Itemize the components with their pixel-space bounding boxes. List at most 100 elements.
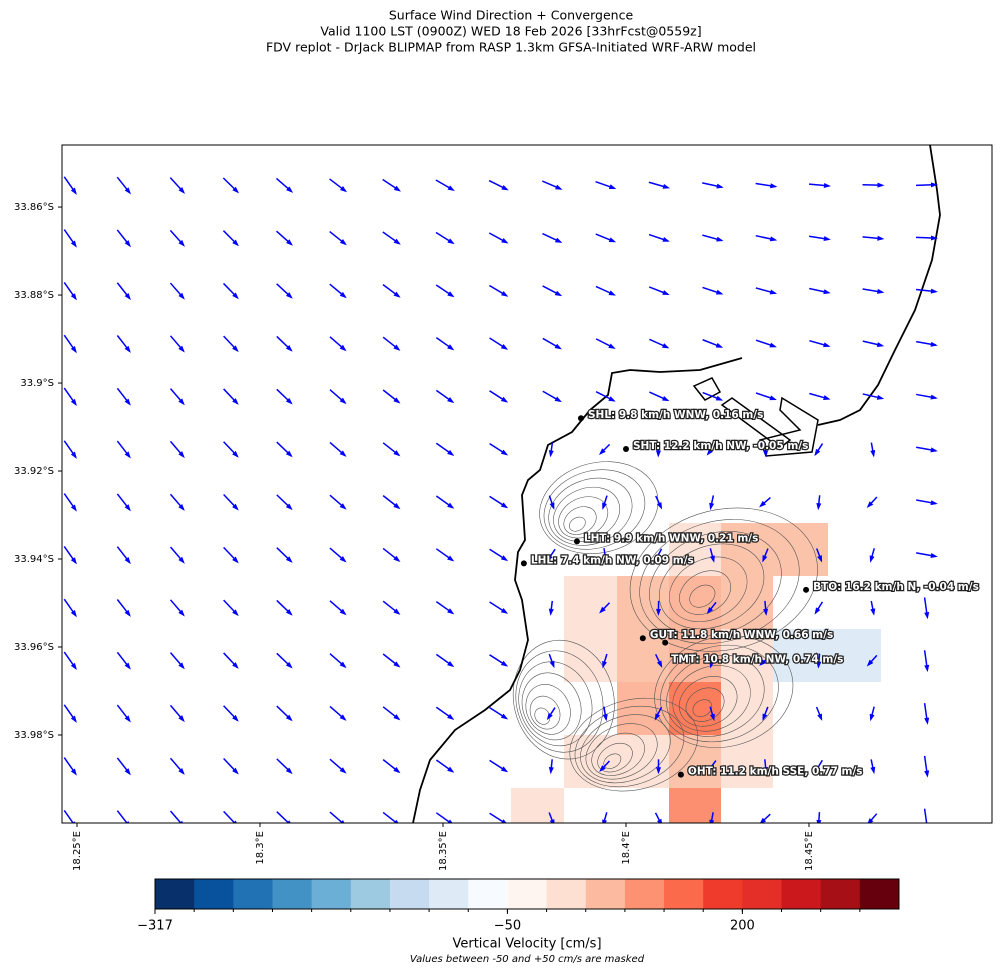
wind-arrow-head [124,240,131,248]
station [803,586,810,593]
wind-arrow-head [339,714,347,721]
wind-arrow-head [232,662,239,669]
wind-arrow-head [285,450,293,458]
wind-arrow-head [447,185,455,192]
wind-arrow-head [870,766,876,775]
colorbar-tick-label: −317 [137,919,173,934]
wind-arrow-head [924,664,930,673]
wind-arrow-head [285,345,293,352]
wind-arrow-head [124,398,131,406]
wind-arrow-head [817,713,823,721]
station-label: GUT: 11.8 km/h WNW, 0.66 m/s [650,629,833,641]
wind-arrow-head [548,767,554,775]
wind-arrow-head [656,502,663,510]
contour [692,699,713,717]
wind-arrow-head [447,291,455,298]
wind-arrow [923,808,928,823]
wind-arrow-head [70,451,77,459]
wind-arrow-head [866,659,874,667]
wind-vectors [63,176,938,830]
wind-arrow-head [715,342,724,348]
wind-arrow-head [716,183,724,189]
wind-arrow-head [870,608,876,616]
wind-arrow-head [233,820,237,823]
coastline [412,145,941,823]
wind-arrow-head [654,713,661,721]
wind-arrow-head [339,291,347,299]
colorbar-swatch [859,879,900,909]
contour [569,697,699,792]
wind-arrow-head [285,767,293,775]
wind-arrow-head [393,555,401,563]
wind-arrow-head [393,185,401,192]
wind-arrow-head [393,608,401,615]
wind-arrow-head [608,396,616,402]
wind-arrow-head [393,238,401,245]
wind-arrow-head [339,555,347,563]
wind-arrow-head [816,819,822,823]
wind-arrow-head [817,555,823,563]
wind-arrow-head [70,715,77,723]
station [677,771,684,778]
wind-arrow-head [70,768,77,776]
wind-arrow-head [816,503,822,511]
wind-arrow-head [178,292,185,300]
wind-arrow-head [500,607,509,614]
wind-arrow-head [654,554,661,563]
contour [512,639,615,760]
wind-arrow-head [608,343,616,349]
wind-arrow-head [285,503,293,511]
title: Valid 1100 LST (0900Z) WED 18 Feb 2026 [… [320,24,701,39]
wind-arrow-head [876,394,885,400]
wind-arrow-head [70,504,77,512]
wind-arrow-head [602,555,608,563]
contour [668,556,748,622]
wind-arrow-head [232,556,239,564]
wind-arrow-head [548,450,554,458]
wind-arrow-head [823,182,831,188]
wind-arrow-head [656,767,661,775]
wind-arrow-head [124,345,131,353]
colorbar-swatch [624,879,665,909]
wind-arrow-head [339,450,347,457]
wind-arrow-head [178,662,185,670]
contour [543,469,646,550]
wind-arrow-head [447,713,455,720]
wind-arrow-head [554,343,562,350]
wind-arrow-head [546,712,553,721]
contour [569,516,586,532]
colorbar-swatch [468,879,508,909]
wind-arrow-head [662,395,670,402]
station [623,446,630,453]
lon-tick-label: 18.45°E [804,831,815,871]
contour [629,507,818,652]
wind-arrow-head [285,714,293,722]
wind-arrow-head [814,448,821,457]
lon-tick-label: 18.35°E [438,831,449,871]
contour [518,661,593,747]
wind-arrow-head [500,502,509,509]
wind-arrow-head [924,823,929,830]
colorbar-swatch [781,879,822,909]
wind-arrow [116,810,128,823]
wind-arrow-head [548,608,554,616]
contour [649,531,782,637]
wind-arrow-head [602,502,607,510]
wind-arrow [223,810,236,823]
wind-arrow-head [500,713,509,720]
map-frame [61,144,993,824]
wind-arrow-head [339,238,347,246]
wind-arrow-head [715,395,724,401]
wind-arrow-head [823,236,831,242]
wind-arrow-head [340,819,345,823]
wind-arrow-head [662,183,671,189]
wind-arrow-head [662,343,670,349]
wind-arrow-head [70,398,77,407]
wind-arrow-head [70,662,77,671]
station [573,538,580,545]
wind-arrow-head [770,183,778,189]
wind-arrow-head [124,609,131,617]
wind-arrow-head [662,290,670,295]
wind-arrow-head [608,184,617,190]
colorbar-swatch [742,879,783,909]
